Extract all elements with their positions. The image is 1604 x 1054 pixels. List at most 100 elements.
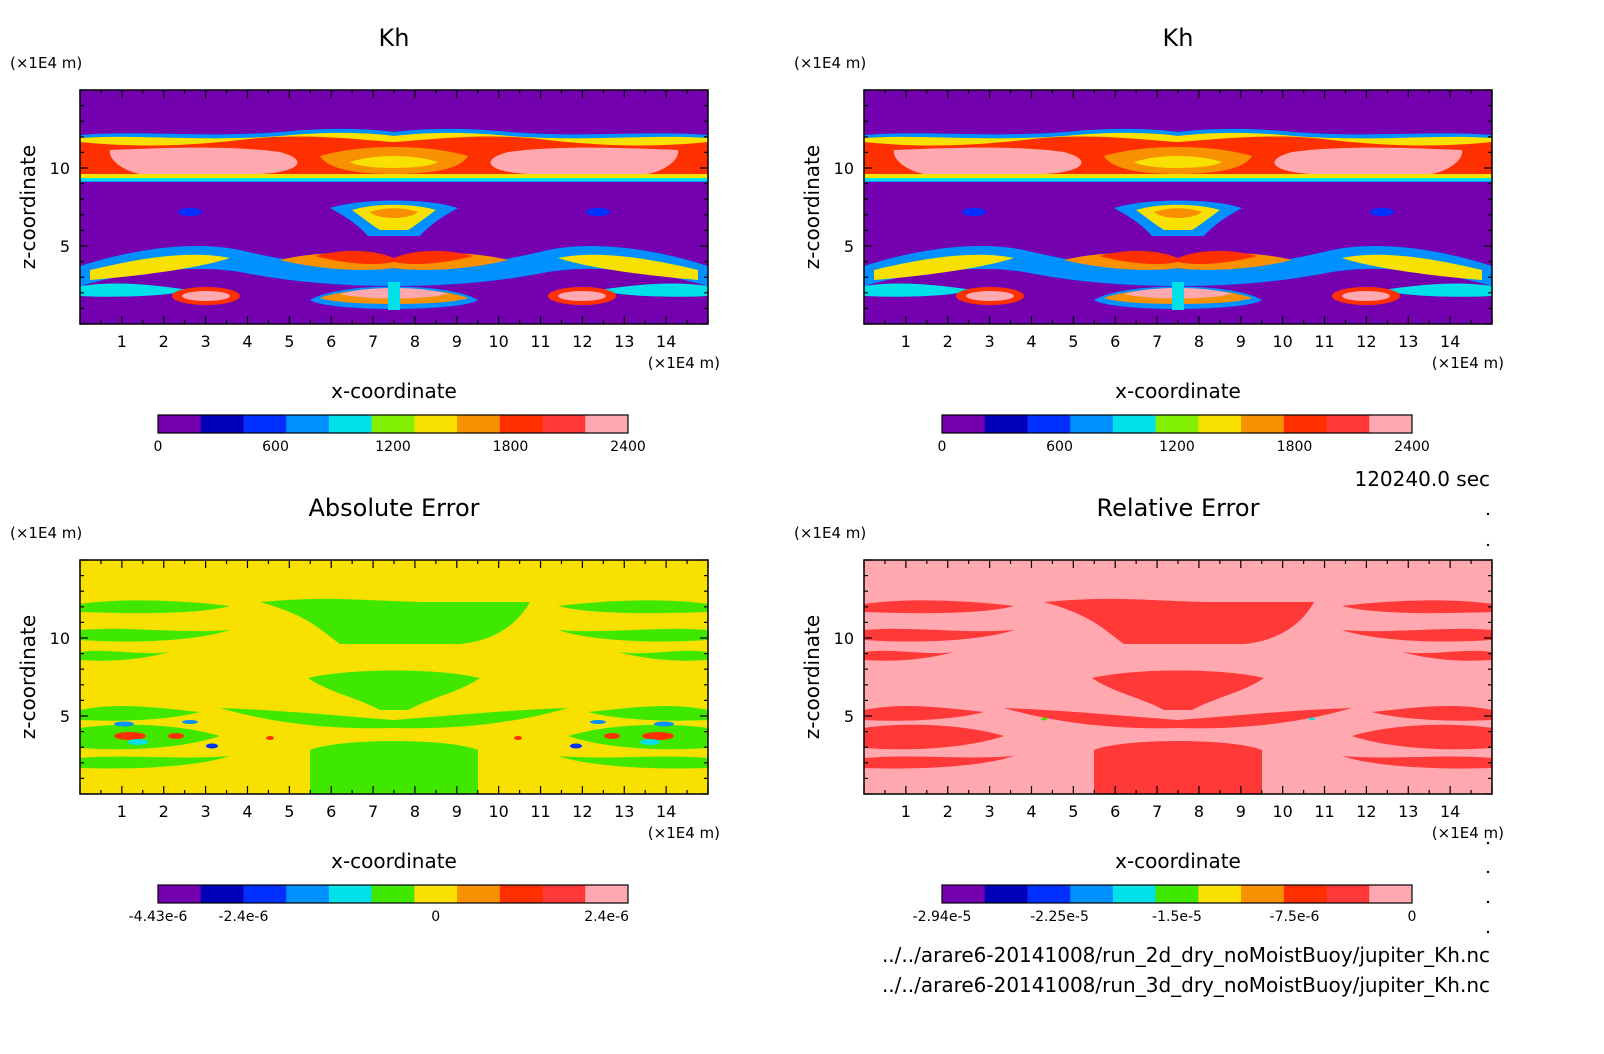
colorbar-swatch	[286, 415, 330, 433]
x-axis-label: x-coordinate	[331, 379, 457, 403]
colorbar-swatch	[200, 885, 244, 903]
x-tick-label: 5	[1068, 332, 1078, 351]
colorbar-tick-label: 600	[262, 439, 289, 455]
x-tick-label: 14	[656, 332, 676, 351]
colorbar-tick-label: 1800	[1277, 439, 1313, 455]
colorbar-tick-label: 1200	[1159, 439, 1195, 455]
x-tick-label: 13	[1398, 332, 1418, 351]
x-tick-label: 12	[572, 332, 592, 351]
x-tick-label: 1	[901, 802, 911, 821]
colorbar-swatch	[542, 885, 586, 903]
x-tick-label: 12	[572, 802, 592, 821]
colorbar-swatch	[371, 415, 415, 433]
colorbar-swatch	[499, 885, 544, 903]
colorbar-tick-label: 1200	[375, 439, 411, 455]
colorbar-swatch	[1027, 885, 1071, 903]
colorbar-tick-label: 0	[1408, 909, 1417, 925]
colorbar-swatch	[414, 885, 458, 903]
x-tick-label: 2	[159, 332, 169, 351]
colorbar-swatch	[1283, 415, 1328, 433]
x-tick-label: 2	[159, 802, 169, 821]
colorbar-swatch	[328, 415, 373, 433]
colorbar-swatch	[585, 415, 629, 433]
x-tick-label: 4	[1026, 802, 1036, 821]
x-tick-label: 7	[368, 332, 378, 351]
x-tick-label: 12	[1356, 332, 1376, 351]
colorbar-swatch	[1241, 415, 1285, 433]
tick-marks	[863, 559, 1493, 795]
colorbar-swatch	[1112, 415, 1157, 433]
tick-marks	[863, 89, 1493, 325]
x-tick-label: 2	[943, 332, 953, 351]
colorbar-kh-left: 0 600 1200 1800 2400	[154, 414, 646, 455]
x-tick-label: 9	[1236, 332, 1246, 351]
y-tick-label: 5	[844, 237, 854, 256]
x-tick-label: 7	[1152, 802, 1162, 821]
tick-marks	[79, 89, 709, 325]
colorbar-swatch	[1283, 885, 1328, 903]
x-tick-label: 4	[242, 332, 252, 351]
colorbar-swatch	[158, 415, 202, 433]
chart-title: Kh	[1163, 24, 1194, 52]
colorbar-swatch	[328, 885, 373, 903]
colorbar-swatch	[1198, 415, 1242, 433]
x-tick-label: 1	[901, 332, 911, 351]
x-tick-label: 9	[1236, 802, 1246, 821]
colorbar-tick-label: -2.94e-5	[913, 909, 972, 925]
x-tick-label: 9	[452, 332, 462, 351]
colorbar-tick-label: 2.4e-6	[584, 909, 629, 925]
x-tick-label: 14	[1440, 802, 1460, 821]
colorbar-tick-label: 600	[1046, 439, 1073, 455]
file-path-3d: ../../arare6-20141008/run_3d_dry_noMoist…	[882, 973, 1490, 997]
x-tick-label: 6	[1110, 332, 1120, 351]
y-tick-label: 5	[844, 707, 854, 726]
colorbar-tick-label: -2.25e-5	[1030, 909, 1089, 925]
colorbar-swatch	[585, 885, 629, 903]
x-tick-label: 12	[1356, 802, 1376, 821]
x-tick-label: 13	[1398, 802, 1418, 821]
colorbar-tick-label: 1800	[493, 439, 529, 455]
x-tick-label: 7	[368, 802, 378, 821]
x-tick-label: 5	[284, 802, 294, 821]
x-tick-label: 10	[1272, 332, 1292, 351]
colorbar-frame	[157, 884, 629, 904]
colorbar-tick-label: 0	[938, 439, 947, 455]
colorbar-tick-label: 2400	[1394, 439, 1430, 455]
colorbar-swatch	[457, 885, 501, 903]
x-tick-label: 8	[1194, 332, 1204, 351]
colorbar-swatch	[1198, 885, 1242, 903]
y-axis-label: z-coordinate	[800, 145, 824, 269]
colorbar-tick-label: -1.5e-5	[1152, 909, 1202, 925]
x-unit-label: (×1E4 m)	[1432, 824, 1504, 842]
colorbar-swatch	[1369, 415, 1413, 433]
y-tick-label: 10	[50, 629, 70, 648]
x-unit-label: (×1E4 m)	[1432, 354, 1504, 372]
colorbar-swatch	[1369, 885, 1413, 903]
colorbar-frame	[941, 884, 1413, 904]
colorbar-swatch	[942, 415, 986, 433]
margin-dots	[1486, 512, 1490, 934]
colorbar-swatch	[499, 415, 544, 433]
colorbar-absolute-error: -4.43e-6 -2.4e-6 0 2.4e-6	[129, 884, 629, 925]
y-tick-label: 10	[834, 629, 854, 648]
x-tick-label: 8	[1194, 802, 1204, 821]
y-unit-label: (×1E4 m)	[10, 524, 82, 542]
colorbar-swatch	[1326, 415, 1370, 433]
colorbar-tick-label: -2.4e-6	[219, 909, 269, 925]
y-unit-label: (×1E4 m)	[794, 524, 866, 542]
x-tick-label: 10	[488, 802, 508, 821]
colorbar-swatch	[1326, 885, 1370, 903]
x-tick-label: 14	[656, 802, 676, 821]
colorbar-relative-error: -2.94e-5 -2.25e-5 -1.5e-5 -7.5e-6 0	[913, 884, 1417, 925]
field-relative-error	[864, 560, 1492, 794]
colorbar-swatch	[1027, 415, 1071, 433]
colorbar-kh-right: 0 600 1200 1800 2400	[938, 414, 1430, 455]
colorbar-swatch	[1070, 885, 1114, 903]
field-kh-right	[864, 90, 1492, 324]
x-tick-label: 1	[117, 332, 127, 351]
colorbar-swatch	[371, 885, 415, 903]
